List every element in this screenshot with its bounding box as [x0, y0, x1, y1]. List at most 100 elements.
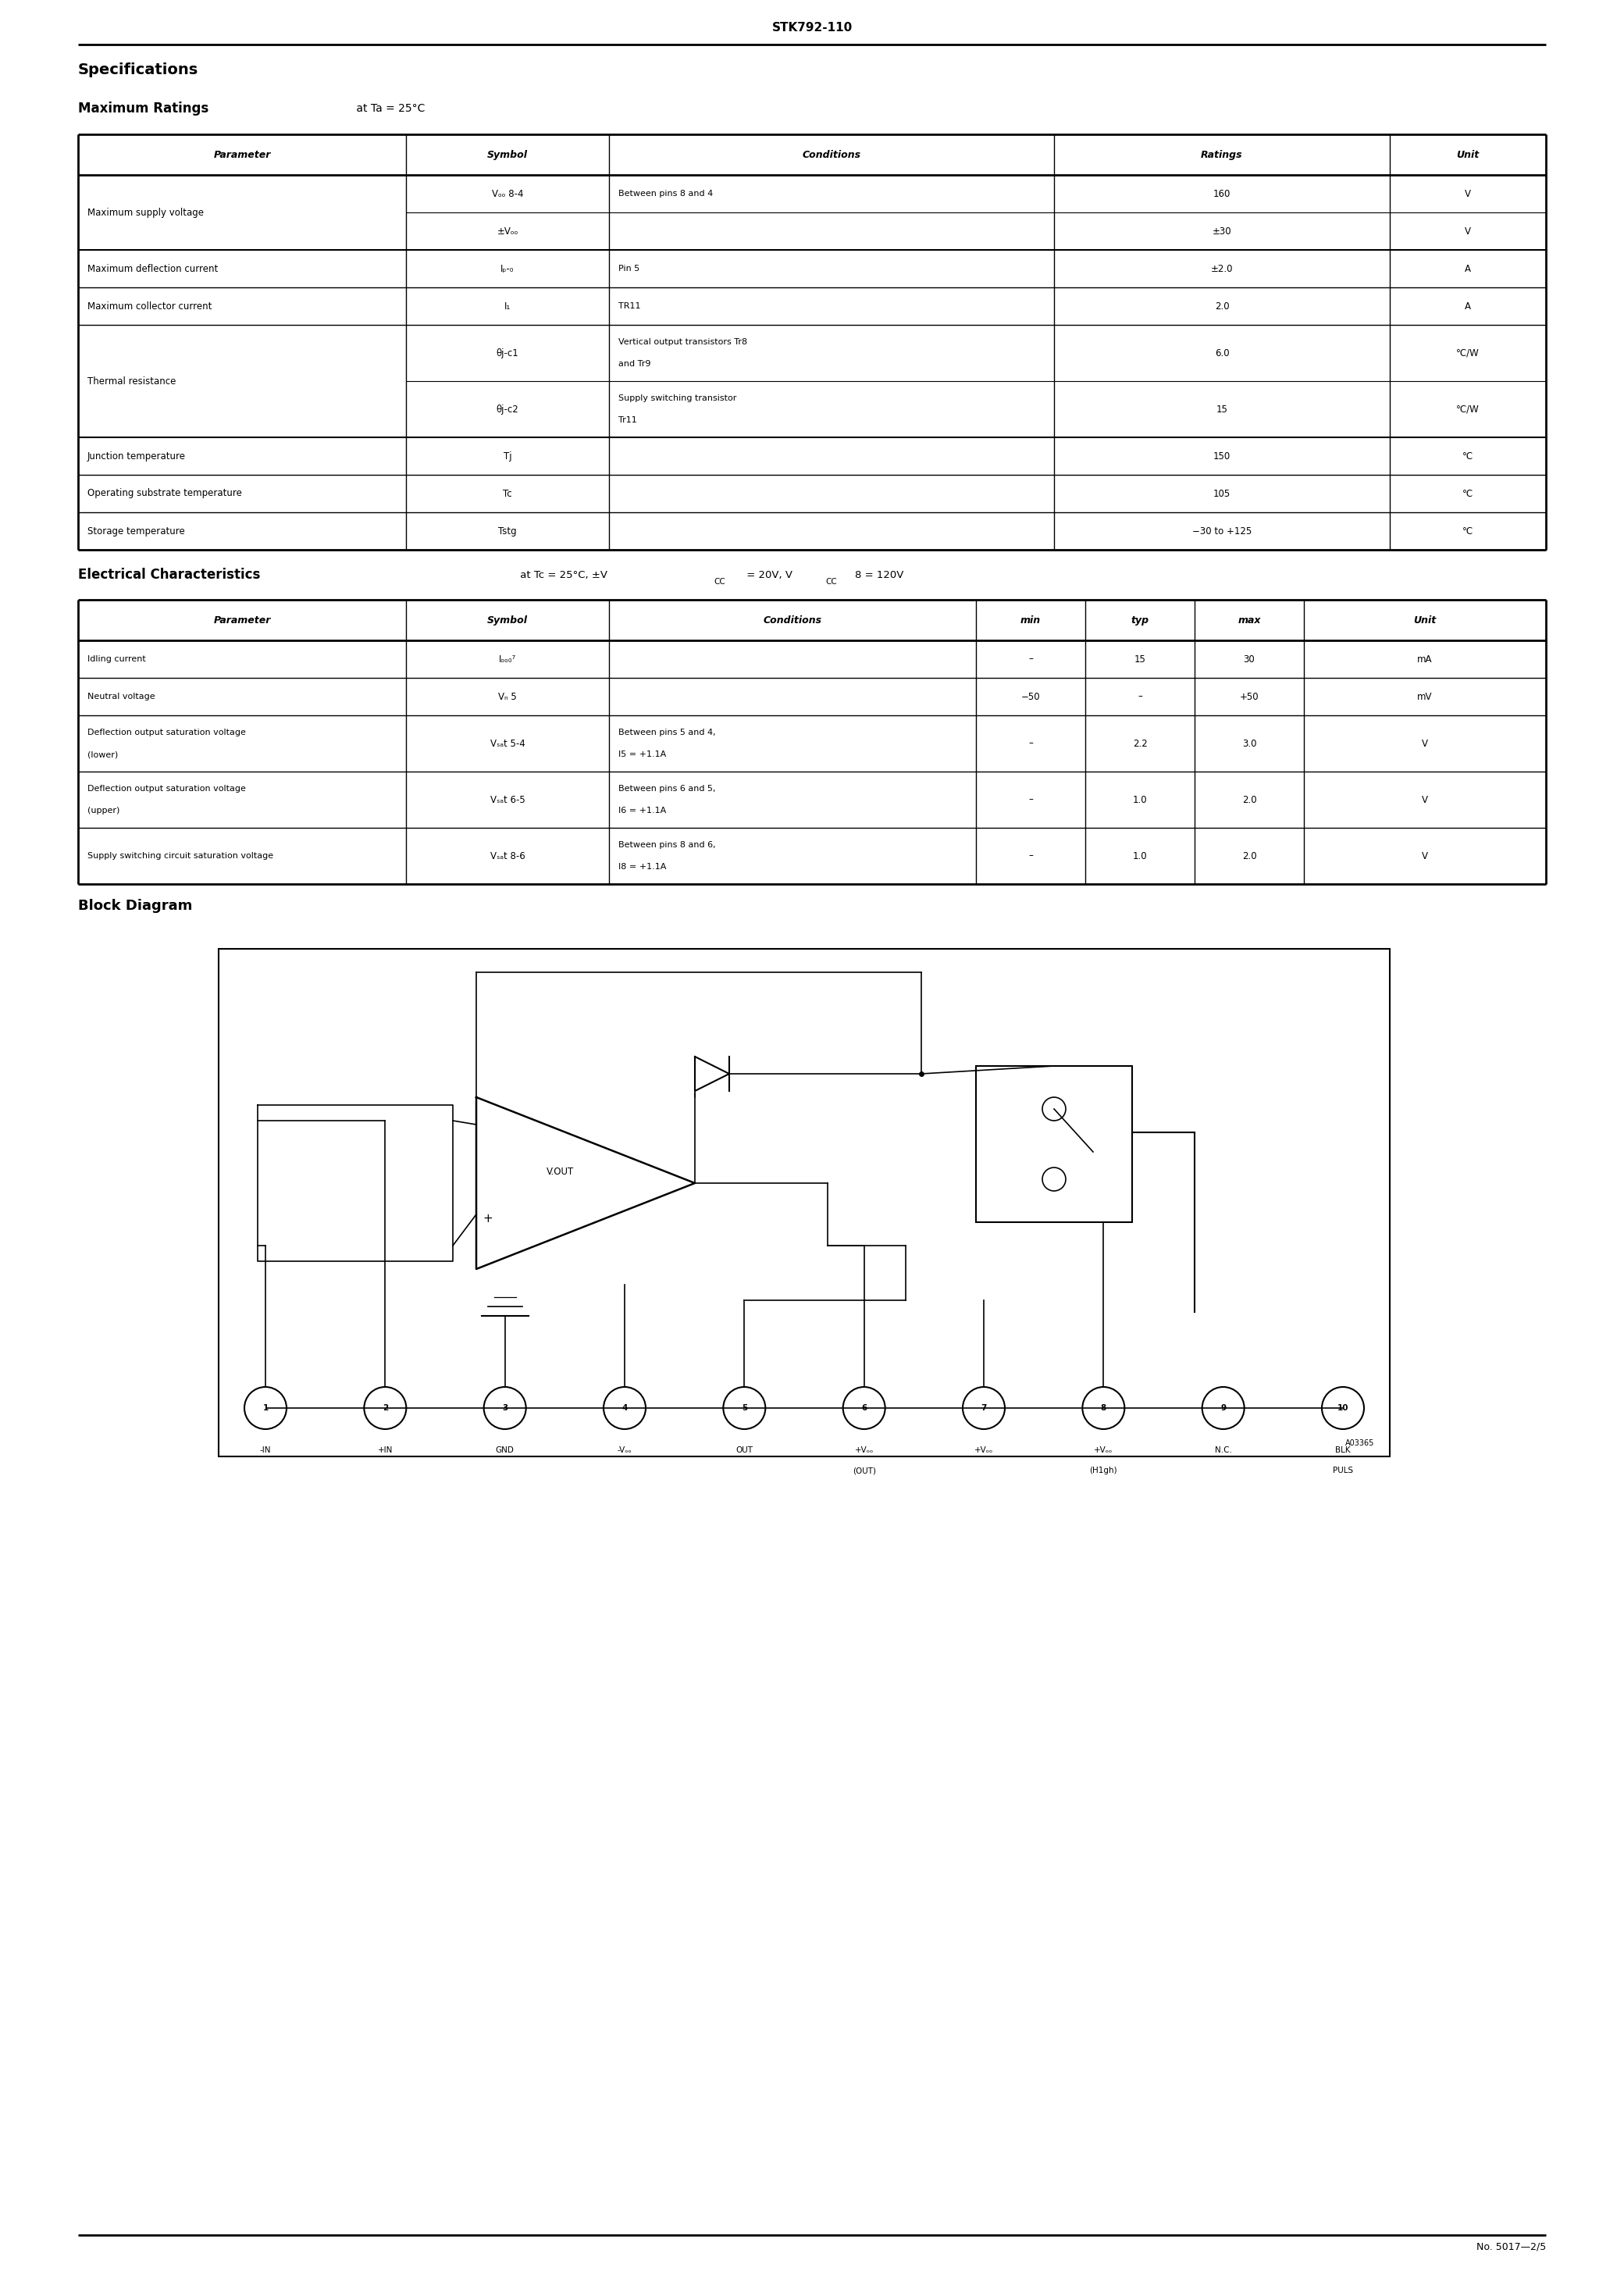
- Text: -Vₒₒ: -Vₒₒ: [617, 1447, 632, 1453]
- Bar: [219, 950, 1390, 1456]
- Text: 30: 30: [1244, 654, 1255, 665]
- Text: +50: +50: [1239, 693, 1259, 702]
- Text: °C/W: °C/W: [1457, 403, 1479, 415]
- Text: 160: 160: [1213, 189, 1231, 198]
- Text: Supply switching transistor: Supply switching transistor: [619, 394, 737, 403]
- Text: A: A: [1465, 264, 1471, 273]
- Text: PULS: PULS: [1333, 1467, 1353, 1474]
- Text: 2: 2: [382, 1403, 388, 1412]
- Text: −30 to +125: −30 to +125: [1192, 526, 1252, 535]
- Text: Between pins 6 and 5,: Between pins 6 and 5,: [619, 786, 716, 793]
- Text: Symbol: Symbol: [487, 615, 528, 624]
- Text: V: V: [1421, 795, 1427, 804]
- Text: Electrical Characteristics: Electrical Characteristics: [78, 567, 260, 581]
- Text: 150: 150: [1213, 451, 1231, 460]
- Text: +: +: [482, 1212, 494, 1223]
- Text: min: min: [1020, 615, 1041, 624]
- Text: °C: °C: [1462, 451, 1473, 460]
- Text: Maximum supply voltage: Maximum supply voltage: [88, 207, 203, 216]
- Text: OUT: OUT: [736, 1447, 754, 1453]
- Text: Vₛₐt 5-4: Vₛₐt 5-4: [490, 738, 525, 749]
- Text: Maximum collector current: Maximum collector current: [88, 301, 211, 312]
- Text: −50: −50: [1021, 693, 1041, 702]
- Text: 3: 3: [502, 1403, 508, 1412]
- Text: 15: 15: [1216, 403, 1228, 415]
- Text: 8: 8: [1101, 1403, 1106, 1412]
- Text: Vₙ 5: Vₙ 5: [499, 693, 516, 702]
- Text: Tc: Tc: [503, 487, 512, 499]
- Text: (OUT): (OUT): [853, 1467, 875, 1474]
- Text: Specifications: Specifications: [78, 62, 198, 77]
- Text: A: A: [1465, 301, 1471, 312]
- Text: 9: 9: [1220, 1403, 1226, 1412]
- Text: –: –: [1028, 795, 1033, 804]
- Text: +IN: +IN: [378, 1447, 393, 1453]
- Text: 10: 10: [1337, 1403, 1348, 1412]
- Bar: [976, 1066, 1132, 1223]
- Text: Maximum Ratings: Maximum Ratings: [78, 103, 208, 116]
- Text: V: V: [1421, 852, 1427, 861]
- Text: °C: °C: [1462, 526, 1473, 535]
- Text: Between pins 8 and 6,: Between pins 8 and 6,: [619, 841, 716, 850]
- Text: +Vₒₒ: +Vₒₒ: [974, 1447, 994, 1453]
- Text: Parameter: Parameter: [213, 615, 271, 624]
- Text: Conditions: Conditions: [763, 615, 822, 624]
- Text: STK792-110: STK792-110: [771, 21, 853, 34]
- Text: CC: CC: [825, 579, 836, 585]
- Text: Tstg: Tstg: [499, 526, 516, 535]
- Text: 6: 6: [861, 1403, 867, 1412]
- Text: +Vₒₒ: +Vₒₒ: [1095, 1447, 1112, 1453]
- Text: Deflection output saturation voltage: Deflection output saturation voltage: [88, 786, 245, 793]
- Text: Iₒₒ₀⁷: Iₒₒ₀⁷: [499, 654, 516, 665]
- Text: Neutral voltage: Neutral voltage: [88, 693, 154, 702]
- Text: TR11: TR11: [619, 303, 640, 310]
- Text: Block Diagram: Block Diagram: [78, 900, 192, 913]
- Text: N.C.: N.C.: [1215, 1447, 1231, 1453]
- Text: (H1gh): (H1gh): [1090, 1467, 1117, 1474]
- Text: Storage temperature: Storage temperature: [88, 526, 185, 535]
- Text: Ratings: Ratings: [1202, 150, 1242, 159]
- Text: I6 = +1.1A: I6 = +1.1A: [619, 806, 666, 816]
- Text: mA: mA: [1418, 654, 1432, 665]
- Text: 2.0: 2.0: [1242, 795, 1257, 804]
- Text: 4: 4: [622, 1403, 627, 1412]
- Text: Thermal resistance: Thermal resistance: [88, 376, 175, 387]
- Text: CC: CC: [713, 579, 726, 585]
- Text: ±Vₒₒ: ±Vₒₒ: [497, 226, 518, 237]
- Text: Operating substrate temperature: Operating substrate temperature: [88, 487, 242, 499]
- Text: I5 = +1.1A: I5 = +1.1A: [619, 749, 666, 759]
- Text: Pin 5: Pin 5: [619, 264, 640, 273]
- Text: GND: GND: [495, 1447, 515, 1453]
- Text: +Vₒₒ: +Vₒₒ: [854, 1447, 874, 1453]
- Text: A03365: A03365: [1345, 1440, 1374, 1447]
- Text: 3.0: 3.0: [1242, 738, 1257, 749]
- Text: Vₛₐt 6-5: Vₛₐt 6-5: [490, 795, 525, 804]
- Text: 7: 7: [981, 1403, 987, 1412]
- Text: Maximum deflection current: Maximum deflection current: [88, 264, 218, 273]
- Text: V.OUT: V.OUT: [547, 1166, 573, 1175]
- Text: Supply switching circuit saturation voltage: Supply switching circuit saturation volt…: [88, 852, 273, 859]
- Text: Unit: Unit: [1457, 150, 1479, 159]
- Text: mV: mV: [1418, 693, 1432, 702]
- Text: °C: °C: [1462, 487, 1473, 499]
- Text: 15: 15: [1134, 654, 1145, 665]
- Text: Idling current: Idling current: [88, 656, 146, 663]
- Text: Symbol: Symbol: [487, 150, 528, 159]
- Text: Conditions: Conditions: [802, 150, 861, 159]
- Text: I₁: I₁: [505, 301, 510, 312]
- Text: V: V: [1465, 226, 1471, 237]
- Text: Vₛₐt 8-6: Vₛₐt 8-6: [490, 852, 525, 861]
- Text: 2.2: 2.2: [1132, 738, 1147, 749]
- Text: and Tr9: and Tr9: [619, 360, 651, 367]
- Text: Unit: Unit: [1413, 615, 1436, 624]
- Text: Vertical output transistors Tr8: Vertical output transistors Tr8: [619, 337, 747, 346]
- Text: BLK: BLK: [1335, 1447, 1351, 1453]
- Text: (lower): (lower): [88, 749, 119, 759]
- Text: 1.0: 1.0: [1132, 795, 1147, 804]
- Text: 8 = 120V: 8 = 120V: [854, 570, 903, 581]
- Text: θj-c2: θj-c2: [497, 403, 518, 415]
- Text: = 20V, V: = 20V, V: [744, 570, 793, 581]
- Text: 1.0: 1.0: [1132, 852, 1147, 861]
- Text: –: –: [1028, 852, 1033, 861]
- Text: Tr11: Tr11: [619, 417, 637, 424]
